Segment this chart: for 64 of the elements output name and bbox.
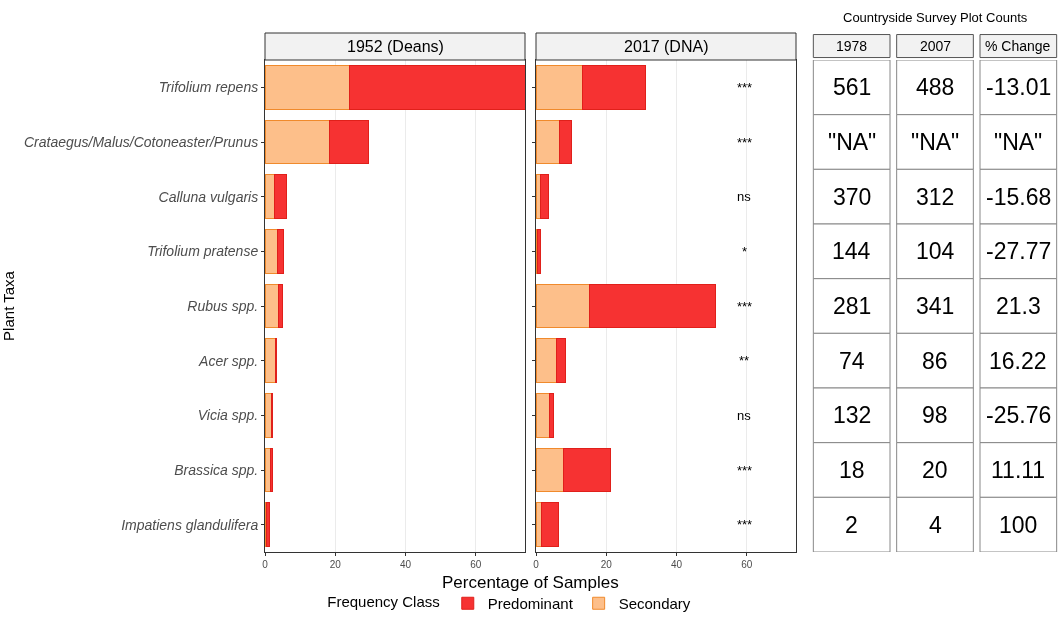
x-tick-label: 20 <box>600 559 613 570</box>
y-tick-label: Crataegus/Malus/Cotoneaster/Prunus <box>23 133 259 150</box>
text: 281 <box>833 293 872 319</box>
text: -27.77 <box>986 238 1052 264</box>
annotation: ** <box>739 353 750 368</box>
text: 561 <box>833 74 872 100</box>
annotation: *** <box>737 135 753 150</box>
text: 74 <box>839 348 865 374</box>
annotation: ns <box>737 408 752 423</box>
legend-label: Predominant <box>487 595 574 613</box>
text: 488 <box>916 74 955 100</box>
text: 98 <box>922 402 948 428</box>
text: 16.22 <box>989 348 1047 374</box>
y-tick-label: Impatiens glandulifera <box>121 516 259 533</box>
text: "NA" <box>828 129 877 155</box>
text: 86 <box>922 348 948 374</box>
category-label: % Change <box>985 38 1051 54</box>
x-tick-label: 0 <box>533 559 540 570</box>
text: 132 <box>833 402 872 428</box>
x-tick-label: 0 <box>262 559 269 570</box>
text: 144 <box>832 238 871 264</box>
text: 4 <box>929 512 942 538</box>
text: 11.11 <box>991 457 1046 483</box>
category-label: 1978 <box>836 38 868 54</box>
y-tick-label: Trifolium repens <box>158 79 259 96</box>
x-axis-title: Percentage of Samples <box>442 573 619 592</box>
text: "NA" <box>994 129 1043 155</box>
y-tick-label: Trifolium pratense <box>147 243 259 260</box>
x-tick-label: 60 <box>470 559 482 570</box>
annotation: *** <box>737 80 753 95</box>
text: Countryside Survey Plot Counts <box>843 10 1028 25</box>
text: 341 <box>916 293 955 319</box>
y-tick-label: Brassica spp. <box>174 461 259 478</box>
y-tick-label: Vicia spp. <box>197 407 259 424</box>
x-tick-label: 40 <box>670 559 683 570</box>
text: 20 <box>922 457 948 483</box>
annotation: *** <box>737 299 753 314</box>
text: 18 <box>839 457 865 483</box>
legend-title: Frequency Class <box>327 592 440 610</box>
x-tick-label: 40 <box>399 559 412 570</box>
y-axis-title: Plant Taxa <box>0 270 17 341</box>
text: -25.76 <box>986 402 1052 428</box>
text: 2 <box>845 512 858 538</box>
chart-title: 2017 (DNA) <box>624 38 709 55</box>
text: 104 <box>916 238 955 264</box>
text: 312 <box>916 184 955 210</box>
chart-title: 1952 (Deans) <box>347 38 444 55</box>
x-tick-label: 60 <box>741 559 753 570</box>
text: -13.01 <box>986 74 1052 100</box>
text: 370 <box>833 184 872 210</box>
x-tick-label: 20 <box>329 559 342 570</box>
text: -15.68 <box>986 184 1052 210</box>
annotation: *** <box>737 463 753 478</box>
legend-label: Secondary <box>618 595 691 613</box>
annotation: ns <box>737 189 752 204</box>
y-tick-label: Acer spp. <box>198 352 259 369</box>
y-tick-label: Rubus spp. <box>187 297 259 314</box>
text: 21.3 <box>996 293 1041 319</box>
y-tick-label: Calluna vulgaris <box>158 188 259 205</box>
text: 100 <box>999 512 1038 538</box>
category-label: 2007 <box>920 38 952 54</box>
text: "NA" <box>911 129 960 155</box>
annotation: * <box>742 244 748 259</box>
annotation: *** <box>737 517 753 532</box>
